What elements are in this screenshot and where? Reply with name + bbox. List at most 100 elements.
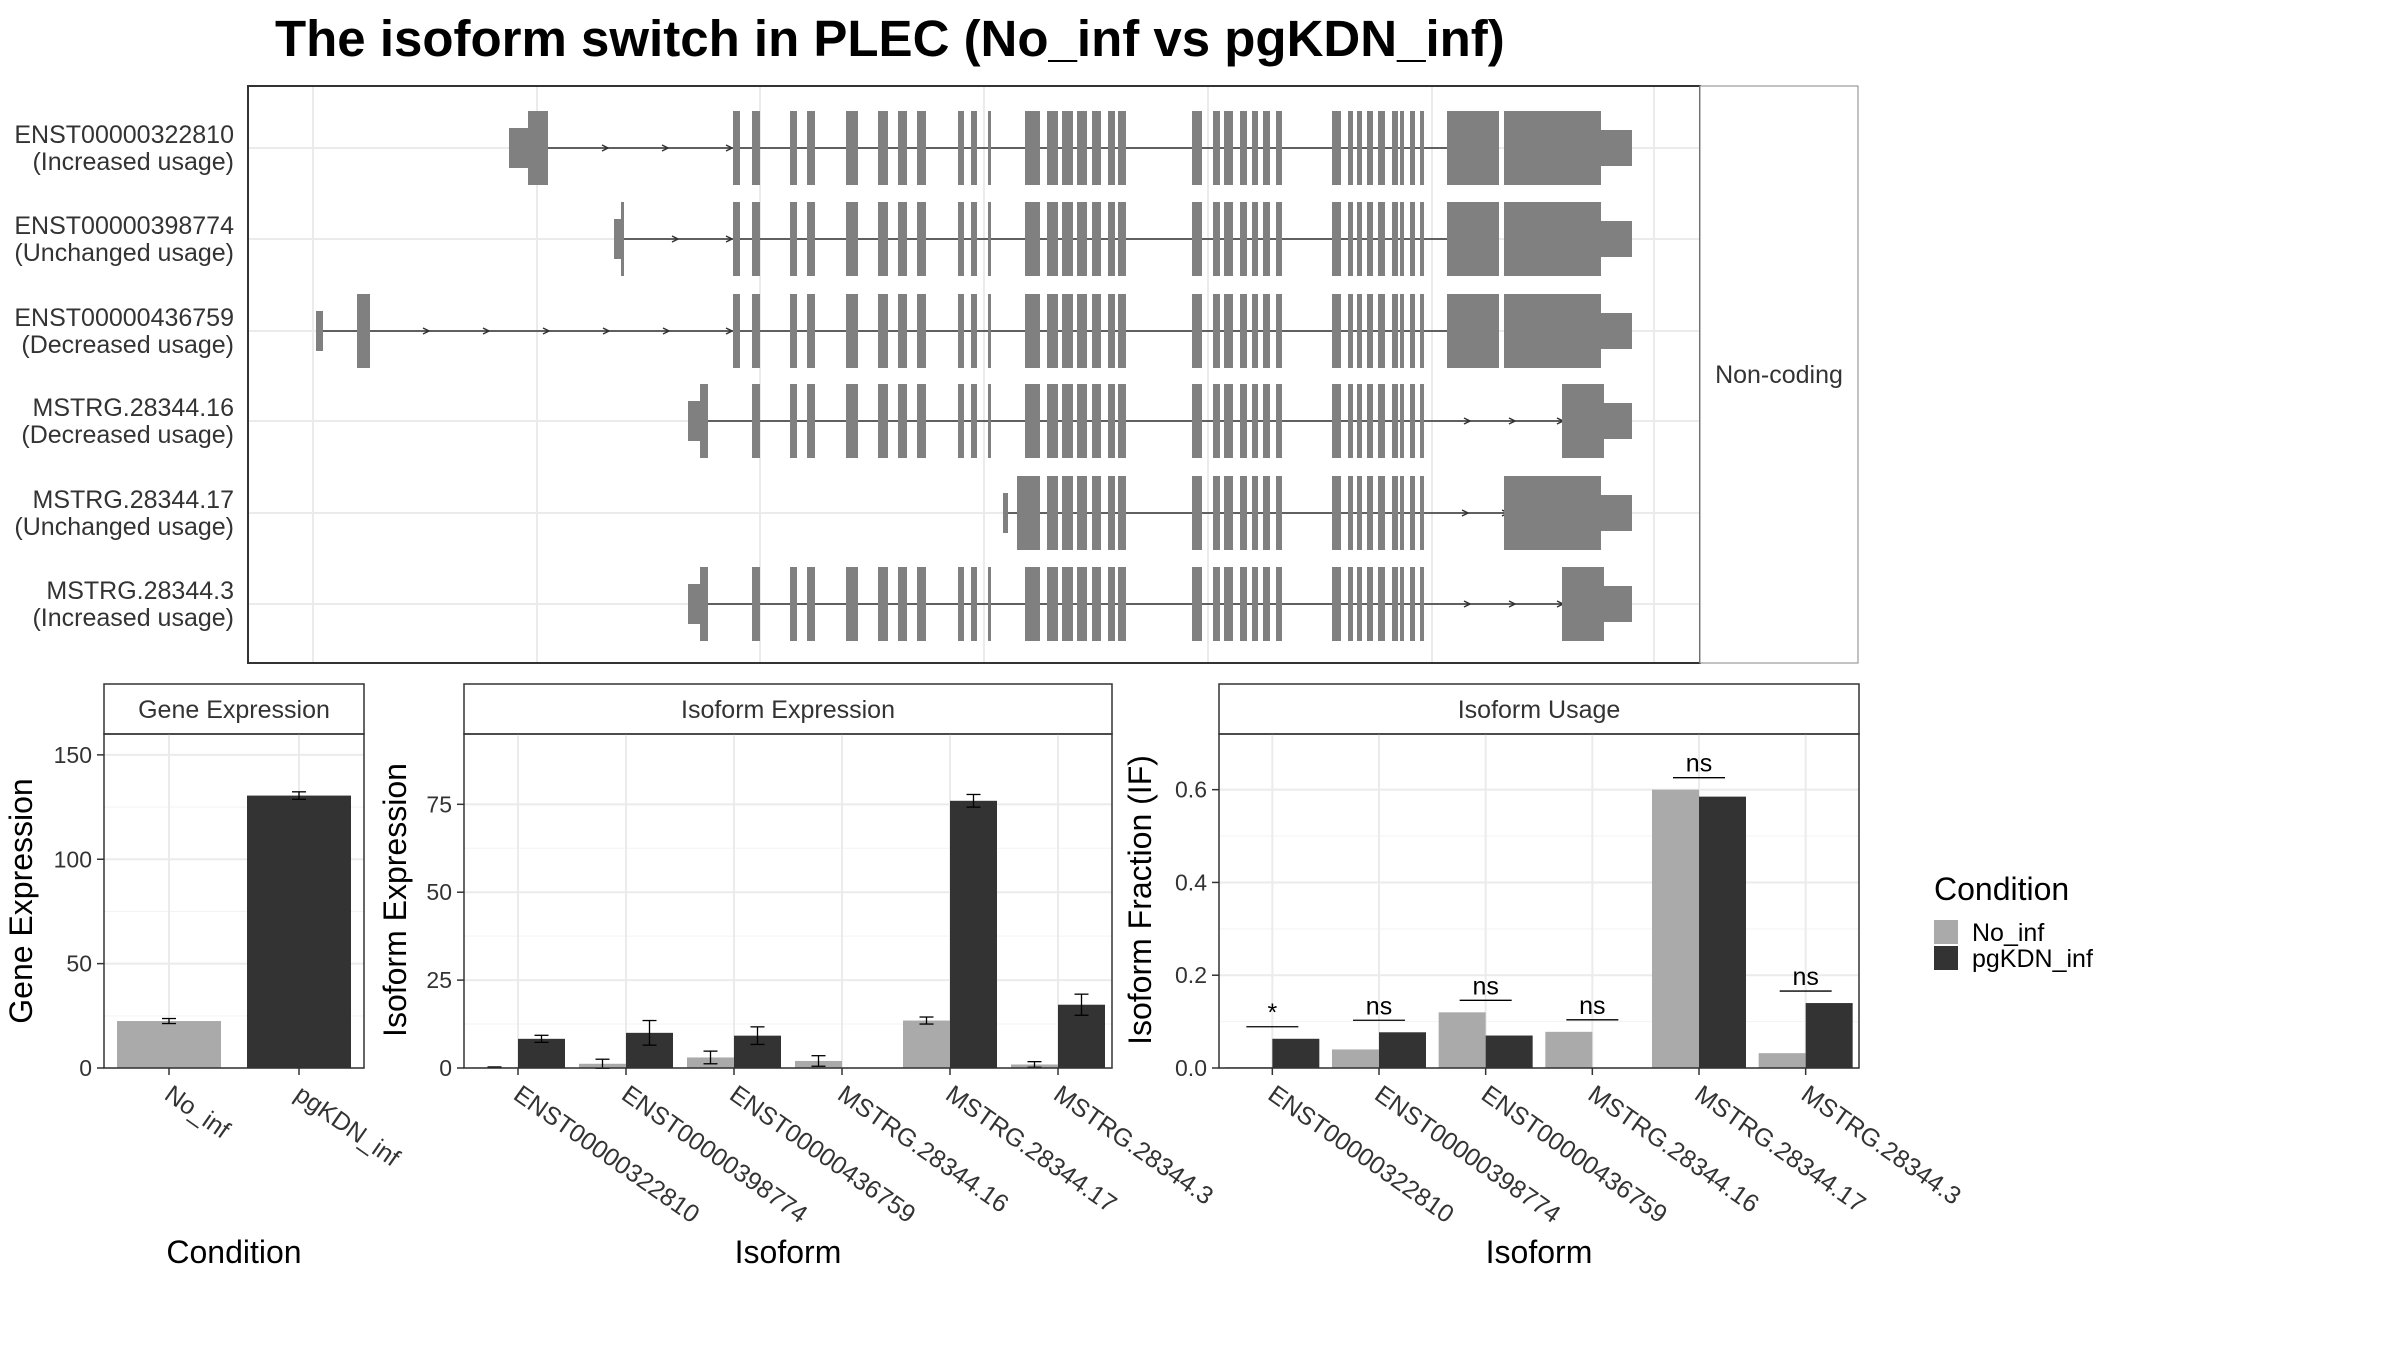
exon xyxy=(1276,567,1282,641)
utr-exon xyxy=(1003,493,1008,533)
exon xyxy=(807,384,815,458)
x-tick-label: ENST00000322810 xyxy=(1263,1080,1459,1229)
y-tick-label: 0 xyxy=(439,1055,452,1081)
exon xyxy=(621,202,624,276)
exon xyxy=(917,111,926,185)
significance-label: ns xyxy=(1579,992,1605,1020)
strand-arrow xyxy=(661,144,670,152)
exon xyxy=(807,294,815,368)
exon xyxy=(1562,567,1604,641)
exon xyxy=(958,294,964,368)
isoform-usage-xlabel: Isoform xyxy=(1486,1234,1593,1270)
error-bar xyxy=(919,1016,934,1025)
x-tick-label: No_inf xyxy=(160,1080,235,1144)
bar xyxy=(247,795,351,1068)
transcript-model xyxy=(614,202,1632,276)
exon xyxy=(1062,202,1073,276)
exon xyxy=(1108,384,1115,458)
exon xyxy=(1410,384,1415,458)
exon xyxy=(1378,111,1385,185)
gene-expression-plot: 0 50 100 150 No_inf pgKDN_inf xyxy=(54,734,405,1172)
exon xyxy=(1025,294,1040,368)
exon xyxy=(807,111,815,185)
isoform-usage-border xyxy=(1218,733,1860,1069)
x-tick-label: ENST00000436759 xyxy=(1476,1080,1672,1229)
exon xyxy=(1224,476,1233,550)
exon xyxy=(1062,294,1073,368)
exon xyxy=(971,384,977,458)
exon xyxy=(988,111,991,185)
bar xyxy=(1699,796,1746,1068)
exon xyxy=(1263,202,1270,276)
exon xyxy=(1224,384,1233,458)
utr-exon xyxy=(1603,403,1632,439)
exon xyxy=(1410,567,1415,641)
exon xyxy=(1077,476,1087,550)
exon xyxy=(1017,476,1027,550)
exon xyxy=(971,111,977,185)
exon xyxy=(1276,111,1282,185)
exon xyxy=(1047,567,1058,641)
exon xyxy=(1108,476,1115,550)
exon xyxy=(1252,384,1258,458)
exon xyxy=(700,384,708,458)
gene-expression-border xyxy=(103,733,365,1069)
y-tick-label: 100 xyxy=(54,846,92,872)
exon xyxy=(1392,111,1398,185)
exon xyxy=(1025,111,1040,185)
bar xyxy=(1438,1012,1486,1068)
exon xyxy=(1420,111,1424,185)
exon xyxy=(988,294,991,368)
legend-label-no-inf: No_inf xyxy=(1972,919,2044,947)
transcript-usage-label: (Unchanged usage) xyxy=(14,513,234,541)
transcript-model xyxy=(316,294,1632,368)
bar xyxy=(903,1020,950,1068)
exon xyxy=(898,384,907,458)
exon xyxy=(1504,202,1601,276)
exon xyxy=(1118,202,1126,276)
exon xyxy=(1062,111,1073,185)
exon xyxy=(1348,294,1353,368)
exon xyxy=(1192,567,1202,641)
exon xyxy=(1332,202,1341,276)
exon xyxy=(790,202,797,276)
exon xyxy=(1252,294,1258,368)
exon xyxy=(1192,384,1202,458)
isoform-expression-ylabel: Isoform Expression xyxy=(377,763,413,1037)
exon xyxy=(1118,384,1126,458)
exon xyxy=(1240,111,1247,185)
exon xyxy=(1092,294,1101,368)
y-tick-label: 0 xyxy=(79,1055,92,1081)
exon xyxy=(1348,384,1353,458)
exon xyxy=(917,202,926,276)
exon xyxy=(971,567,977,641)
strand-arrow xyxy=(1508,600,1517,608)
exon xyxy=(1047,384,1058,458)
bar xyxy=(1485,1035,1533,1068)
transcript-id-label: MSTRG.28344.16 xyxy=(33,394,235,422)
significance-label: * xyxy=(1267,999,1277,1027)
isoform-usage-ylabel: Isoform Fraction (IF) xyxy=(1122,755,1158,1045)
exon xyxy=(1077,567,1087,641)
transcript-model xyxy=(1003,476,1632,550)
exon xyxy=(1348,202,1353,276)
exon xyxy=(807,567,815,641)
transcript-usage-label: (Decreased usage) xyxy=(21,331,234,359)
exon xyxy=(1420,202,1424,276)
exon xyxy=(1047,294,1058,368)
strand-arrow xyxy=(725,327,734,335)
exon xyxy=(1400,111,1404,185)
error-bar xyxy=(642,1019,657,1046)
exon xyxy=(1276,202,1282,276)
utr-exon xyxy=(688,401,700,441)
error-bar xyxy=(1074,993,1089,1016)
exon xyxy=(1420,567,1424,641)
structure-transcripts xyxy=(316,111,1632,641)
utr-exon xyxy=(1603,586,1632,622)
exon xyxy=(1378,567,1385,641)
utr-exon xyxy=(1600,130,1632,166)
isoform-expression-border xyxy=(463,733,1113,1069)
exon xyxy=(1252,111,1258,185)
exon xyxy=(1240,294,1247,368)
exon xyxy=(1025,567,1040,641)
